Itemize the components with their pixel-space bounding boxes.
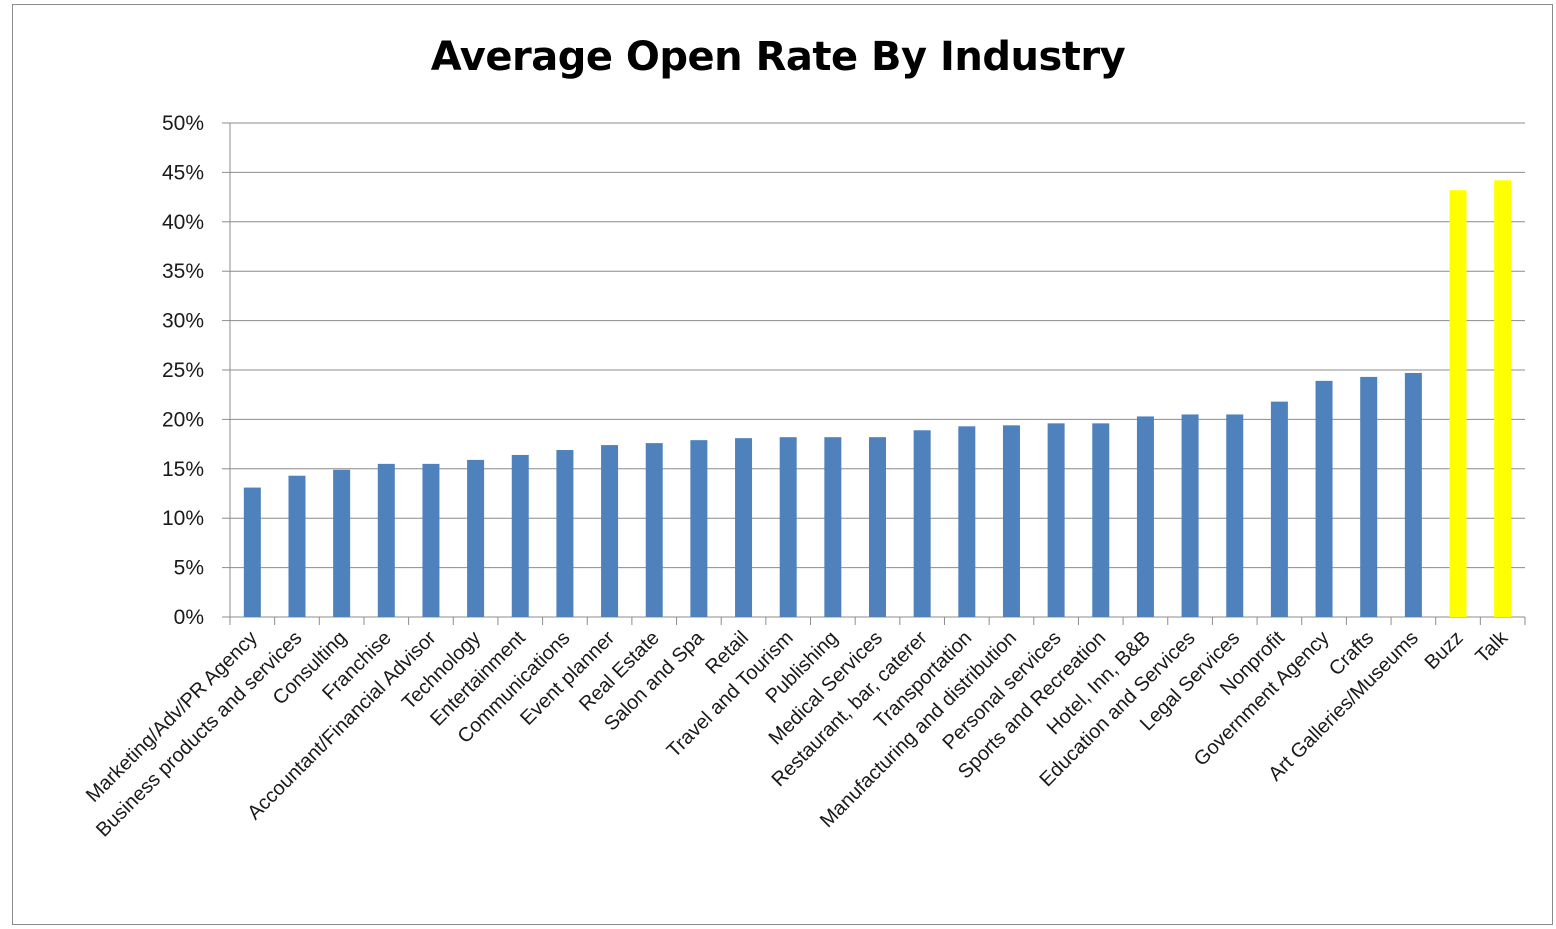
bar [735, 438, 753, 617]
bar [1494, 180, 1512, 617]
bar [1136, 416, 1154, 617]
x-category-label: Buzz [1421, 627, 1468, 674]
y-tick-label: 10% [162, 507, 204, 530]
bar [779, 437, 797, 617]
bar [467, 459, 485, 617]
bar [601, 445, 619, 617]
bar [958, 426, 976, 617]
bar [913, 430, 931, 617]
bar [288, 475, 306, 617]
bar [243, 487, 261, 617]
x-category-label: Marketing/Adv/PR Agency [82, 627, 262, 807]
bar [1092, 423, 1110, 617]
y-tick-label: 50% [162, 112, 204, 135]
bar [511, 454, 529, 617]
y-tick-label: 35% [162, 260, 204, 283]
bar [869, 437, 886, 617]
bar [645, 443, 663, 617]
bar [1449, 190, 1467, 617]
y-tick-label: 30% [162, 310, 204, 333]
bar [377, 463, 395, 617]
y-tick-label: 25% [162, 359, 204, 382]
bar [1315, 380, 1333, 617]
bar [1270, 401, 1288, 617]
bar [1404, 372, 1422, 617]
chart-title: Average Open Rate By Industry [430, 34, 1126, 80]
bar [1226, 414, 1244, 617]
bar [824, 437, 842, 617]
y-tick-label: 15% [162, 458, 204, 481]
bar [1181, 414, 1199, 617]
y-tick-label: 40% [162, 211, 204, 234]
bar [1047, 423, 1065, 617]
y-tick-label: 45% [162, 161, 204, 184]
bar [690, 440, 708, 617]
y-tick-label: 0% [174, 606, 204, 629]
bar [556, 450, 574, 617]
bar [1360, 376, 1378, 617]
bar [422, 463, 440, 617]
y-tick-label: 20% [162, 408, 204, 431]
x-category-label: Business products and services [92, 627, 306, 841]
x-category-label: Talk [1471, 626, 1512, 667]
bar [1002, 425, 1020, 617]
bar [333, 469, 351, 617]
y-tick-label: 5% [174, 557, 204, 580]
